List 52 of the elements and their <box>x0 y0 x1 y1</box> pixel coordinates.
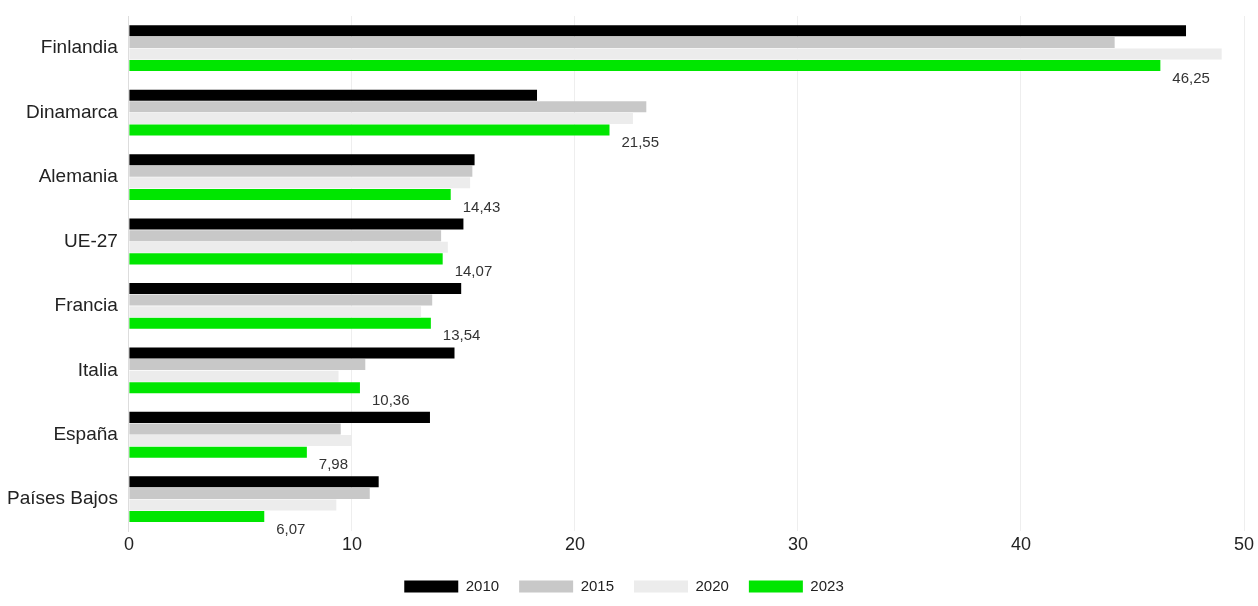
bar <box>129 511 265 523</box>
data-label: 7,98 <box>318 455 349 473</box>
data-label: 14,07 <box>454 262 493 280</box>
bar <box>129 165 473 177</box>
bar <box>129 253 443 265</box>
x-tick-label: 10 <box>341 534 362 555</box>
bar <box>129 382 360 394</box>
legend-label: 2010 <box>465 576 500 594</box>
bar <box>129 487 370 499</box>
x-tick-label: 20 <box>564 534 585 555</box>
data-label: 10,36 <box>371 390 410 408</box>
y-tick-label: Dinamarca <box>26 100 119 122</box>
x-tick-label: 40 <box>1010 534 1031 555</box>
bar <box>129 283 462 295</box>
bar <box>129 230 442 242</box>
bar <box>129 347 455 359</box>
y-tick-label: Alemania <box>38 165 119 187</box>
data-label: 13,54 <box>442 326 481 344</box>
legend-label: 2015 <box>580 576 615 594</box>
data-label: 6,07 <box>276 519 306 537</box>
bar <box>129 423 341 435</box>
bar <box>129 60 1161 72</box>
legend-label: 2023 <box>810 576 844 594</box>
bar <box>129 446 307 458</box>
y-tick-label: España <box>53 423 119 444</box>
y-tick-label: UE-27 <box>64 229 118 251</box>
bar <box>129 294 433 306</box>
bar <box>129 124 610 136</box>
x-tick-label: 0 <box>123 534 134 555</box>
data-label: 14,43 <box>462 197 501 215</box>
x-tick-label: 30 <box>787 534 808 555</box>
data-label: 21,55 <box>621 133 660 151</box>
bar <box>129 359 366 371</box>
bar <box>129 154 475 166</box>
bar <box>129 89 538 101</box>
bar <box>129 218 464 230</box>
bar <box>129 188 451 200</box>
bar <box>129 317 431 329</box>
data-label: 46,25 <box>1172 68 1210 86</box>
bar <box>129 499 337 511</box>
y-tick-label: Finlandia <box>40 36 119 58</box>
bar <box>129 101 647 113</box>
bar <box>129 370 339 382</box>
y-tick-label: Italia <box>77 358 119 380</box>
y-tick-label: Francia <box>54 294 119 316</box>
bar <box>129 476 379 488</box>
bar <box>129 36 1115 48</box>
bar <box>129 25 1187 37</box>
legend-label: 2020 <box>695 576 729 594</box>
x-tick-label: 50 <box>1233 534 1255 555</box>
y-tick-label: Países Bajos <box>6 487 118 509</box>
bar <box>129 411 430 423</box>
